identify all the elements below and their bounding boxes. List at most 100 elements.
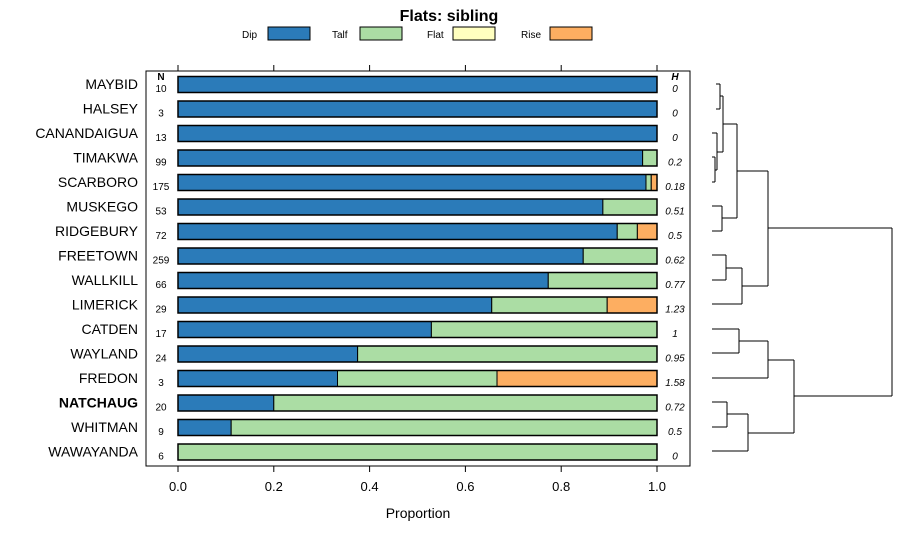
bar-outline-limerick <box>177 296 658 314</box>
bar-segment-whitman-talf <box>230 419 658 436</box>
legend-swatch-flat <box>452 26 496 41</box>
bar-segment-catden-talf <box>430 321 658 338</box>
bar-segment-wallkill-dip <box>177 272 549 289</box>
bar-outline-catden <box>177 320 658 339</box>
row-h-value: 0.51 <box>665 207 684 218</box>
row-h-value: 0.95 <box>665 354 685 365</box>
bar-outline-canandaigua <box>177 124 658 143</box>
bar-segment-catden-dip <box>177 321 432 338</box>
row-label: WAYLAND <box>70 346 138 362</box>
bar-outline-muskego <box>177 198 658 216</box>
row-label: WAWAYANDA <box>48 444 138 460</box>
bar-segment-whitman-dip <box>177 419 232 436</box>
row-h-value: 0 <box>672 452 678 463</box>
row-h-value: 0.72 <box>665 403 685 414</box>
row-label: FREETOWN <box>58 248 138 264</box>
row-h-value: 0.77 <box>665 280 685 291</box>
row-label: CATDEN <box>81 321 138 337</box>
legend-label-flat: Flat <box>427 30 444 41</box>
bar-segment-natchaug-talf <box>273 394 658 412</box>
row-label: NATCHAUG <box>59 395 138 411</box>
bar-outline-timakwa <box>177 149 658 167</box>
row-label: TIMAKWA <box>73 150 138 166</box>
bar-segment-freetown-dip <box>177 247 584 265</box>
x-axis: 0.0 0.2 0.4 0.6 0.8 1.0 <box>169 65 666 494</box>
bar-outline-natchaug <box>177 394 658 412</box>
bar-outline-wallkill <box>177 271 658 290</box>
row-n-value: 6 <box>158 452 164 463</box>
row-label: WALLKILL <box>72 272 139 288</box>
row-n-value: 10 <box>155 84 167 95</box>
bar-segment-limerick-rise <box>606 296 658 314</box>
x-tick-label: 0.8 <box>552 479 570 494</box>
x-axis-label: Proportion <box>386 505 451 521</box>
row-h-value: 0 <box>672 109 678 120</box>
x-tick-label: 1.0 <box>648 479 666 494</box>
x-tick-label: 0.6 <box>456 479 474 494</box>
row-h-value: 0.62 <box>665 256 685 267</box>
x-tick-label: 0.2 <box>265 479 283 494</box>
plot-panel <box>145 70 691 467</box>
row-h-value: 0.2 <box>668 158 682 169</box>
bar-outline-wawayanda <box>177 443 658 461</box>
legend-swatch-rise <box>549 26 593 41</box>
bar-outline-halsey <box>177 100 658 118</box>
row-h-value: 0.18 <box>665 182 685 193</box>
bar-segment-ridgebury-rise <box>636 223 658 240</box>
bar-segment-fredon-dip <box>177 370 339 387</box>
row-label: HALSEY <box>83 101 139 117</box>
legend-label-dip: Dip <box>242 30 257 41</box>
row-h-value: 0.5 <box>668 231 682 242</box>
row-n-value: 175 <box>153 182 170 193</box>
bar-outline-maybid <box>177 75 658 94</box>
bar-segment-natchaug-dip <box>177 394 275 412</box>
bar-segment-wawayanda-talf <box>177 443 658 461</box>
x-tick-label: 0.0 <box>169 479 187 494</box>
bar-segment-halsey-dip <box>177 100 658 118</box>
bar-segment-ridgebury-dip <box>177 223 618 240</box>
row-label: MUSKEGO <box>66 199 138 215</box>
row-h-value: 1.58 <box>665 378 685 389</box>
legend-swatch-talf <box>359 26 403 41</box>
n-column-header: N <box>157 72 164 83</box>
row-n-value: 29 <box>155 305 167 316</box>
row-n-value: 3 <box>158 378 164 389</box>
bar-segment-wayland-talf <box>357 345 658 363</box>
legend-label-rise: Rise <box>521 30 541 41</box>
row-h-value: 0 <box>672 84 678 95</box>
row-n-value: 3 <box>158 109 164 120</box>
row-n-value: 13 <box>155 133 167 144</box>
bar-segment-scarboro-rise <box>650 174 658 191</box>
row-n-value: 17 <box>155 329 167 340</box>
x-tick-label: 0.4 <box>361 479 379 494</box>
legend-label-talf: Talf <box>332 30 348 41</box>
row-label: WHITMAN <box>71 419 138 435</box>
row-n-value: 99 <box>155 158 167 169</box>
chart-title: Flats: sibling <box>400 8 499 25</box>
row-n-value: 259 <box>153 256 170 267</box>
row-n-value: 24 <box>155 354 167 365</box>
row-n-value: 72 <box>155 231 167 242</box>
row-h-value: 1 <box>672 329 678 340</box>
legend-swatch-dip <box>267 26 311 41</box>
bar-segment-timakwa-talf <box>642 149 658 167</box>
row-label: RIDGEBURY <box>55 223 139 239</box>
row-h-value: 0.5 <box>668 427 682 438</box>
dendrogram <box>712 83 893 452</box>
bar-segment-timakwa-dip <box>177 149 644 167</box>
bar-segment-muskego-dip <box>177 198 604 216</box>
bar-outline-fredon <box>177 369 658 388</box>
bar-outline-wayland <box>177 345 658 363</box>
row-n-value: 9 <box>158 427 164 438</box>
row-n-value: 53 <box>155 207 167 218</box>
bar-segment-limerick-dip <box>177 296 493 314</box>
bar-segment-freetown-talf <box>582 247 658 265</box>
row-n-value: 20 <box>155 403 167 414</box>
row-label: LIMERICK <box>72 297 139 313</box>
bar-segment-fredon-rise <box>496 370 658 387</box>
row-label: CANANDAIGUA <box>35 125 138 141</box>
row-n-value: 66 <box>155 280 167 291</box>
bar-segment-limerick-talf <box>491 296 608 314</box>
